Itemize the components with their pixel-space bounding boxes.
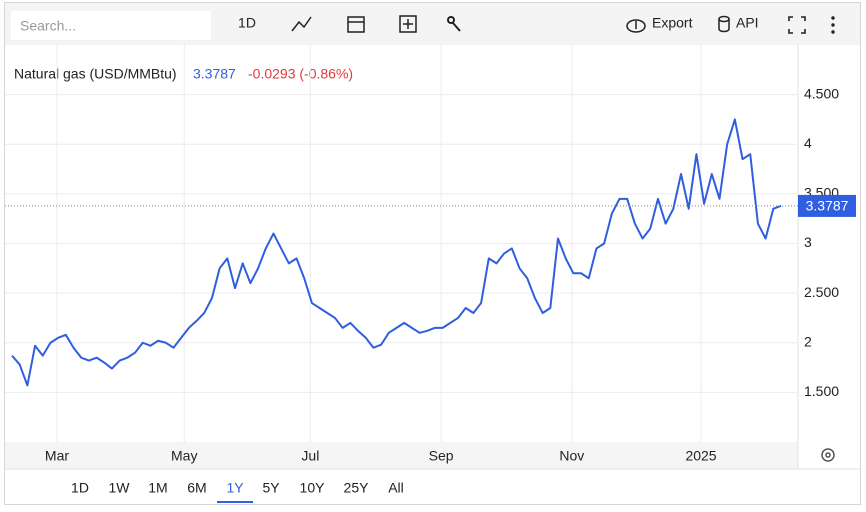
last-price: 3.3787 <box>193 66 236 82</box>
api-button[interactable]: API <box>736 15 759 31</box>
export-button[interactable]: Export <box>652 15 693 31</box>
y-tick-label: 1.500 <box>804 383 839 399</box>
y-tick-label: 4 <box>804 135 812 151</box>
range-button[interactable]: 25Y <box>344 480 370 496</box>
x-tick-label: Jul <box>301 448 319 464</box>
y-tick-label: 2 <box>804 333 812 349</box>
search-box[interactable] <box>11 11 211 40</box>
x-tick-label: Sep <box>429 448 454 464</box>
x-axis-band <box>5 442 798 469</box>
range-button[interactable]: 1M <box>148 480 167 496</box>
fullscreen-icon[interactable] <box>788 16 806 34</box>
calendar-icon[interactable] <box>347 16 365 33</box>
settings-icon[interactable] <box>821 448 835 462</box>
range-button[interactable]: 1W <box>109 480 131 496</box>
range-button[interactable]: 10Y <box>300 480 326 496</box>
range-button[interactable]: 1Y <box>226 480 244 496</box>
export-icon[interactable] <box>626 19 646 33</box>
x-tick-label: Mar <box>45 448 69 464</box>
x-tick-label: May <box>171 448 197 464</box>
range-button[interactable]: 6M <box>187 480 206 496</box>
search-placeholder: Search... <box>20 18 76 34</box>
range-button[interactable]: 5Y <box>262 480 280 496</box>
api-icon[interactable] <box>718 15 730 33</box>
price-line <box>11 118 782 387</box>
x-tick-label: 2025 <box>685 448 716 464</box>
y-tick-label: 4.500 <box>804 85 839 101</box>
y-tick-label: 3 <box>804 234 812 250</box>
price-change: -0.0293 (-0.86%) <box>248 66 353 82</box>
menu-icon[interactable] <box>831 16 835 34</box>
y-tick-label: 2.500 <box>804 284 839 300</box>
range-button[interactable]: 1D <box>71 480 89 496</box>
interval-button[interactable]: 1D <box>238 15 256 31</box>
line-icon[interactable] <box>291 16 312 32</box>
frame <box>4 2 861 505</box>
add-icon[interactable] <box>399 15 417 33</box>
wrench-icon[interactable] <box>447 16 461 32</box>
last-price-label: 3.3787 <box>806 198 849 214</box>
instrument-name: Natural gas (USD/MMBtu) <box>14 66 177 82</box>
x-tick-label: Nov <box>559 448 584 464</box>
range-button[interactable]: All <box>388 480 404 496</box>
last-price-badge <box>798 194 856 217</box>
